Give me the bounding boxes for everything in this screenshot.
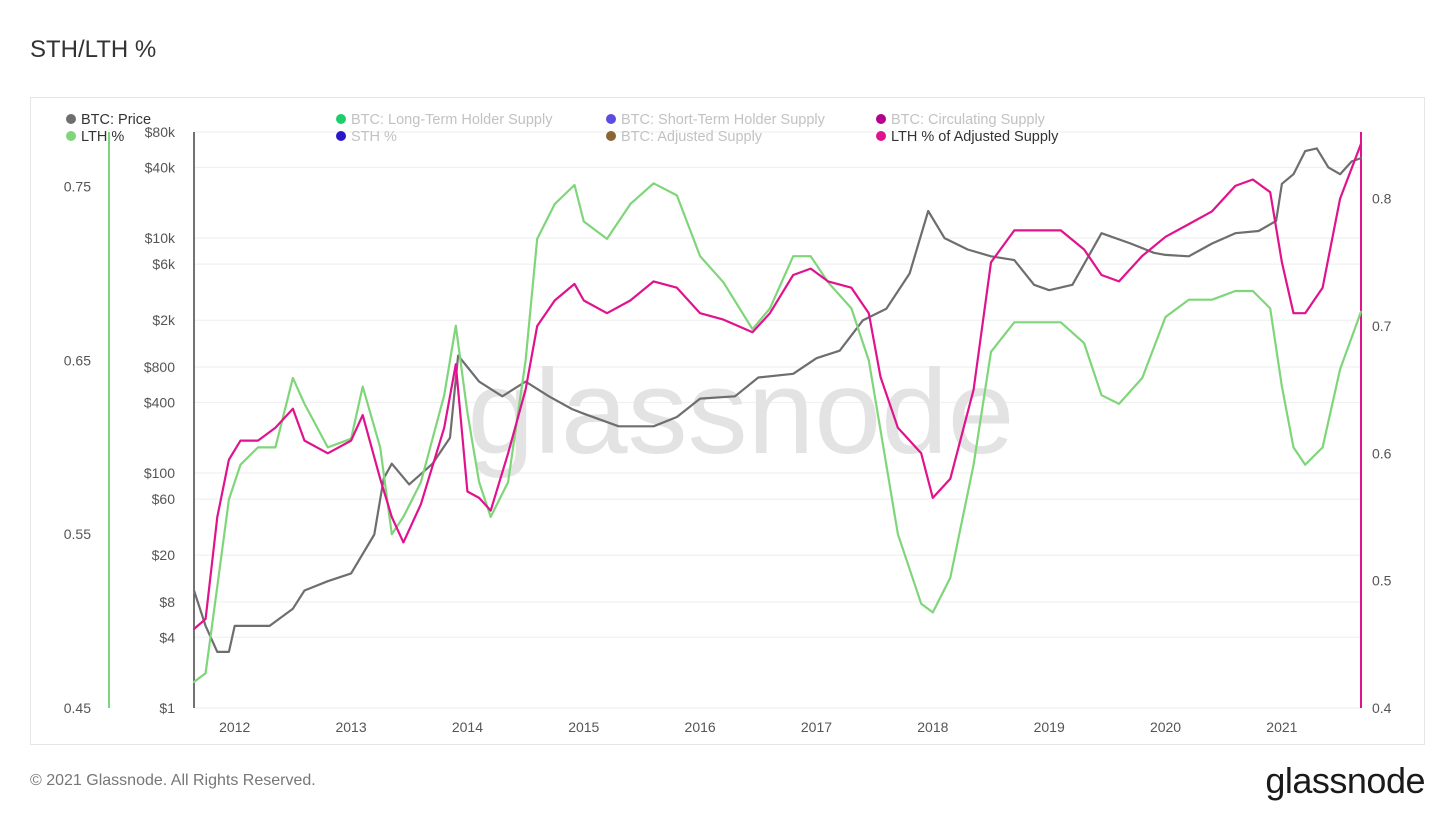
price-tick-label: $100 (144, 465, 175, 481)
x-tick-label: 2016 (685, 719, 716, 735)
price-tick-label: $6k (152, 256, 176, 272)
legend-label[interactable]: BTC: Adjusted Supply (621, 129, 763, 145)
price-tick-label: $1 (159, 700, 175, 716)
price-tick-label: $80k (145, 124, 176, 140)
legend-swatch (336, 131, 346, 141)
adj-tick-label: 0.5 (1372, 573, 1392, 589)
legend-label[interactable]: BTC: Price (81, 112, 151, 128)
x-tick-label: 2020 (1150, 719, 1181, 735)
legend: BTC: Price BTC: Long-Term Holder Supply BT… (66, 112, 1059, 145)
adj-tick-label: 0.8 (1372, 191, 1392, 207)
lth-tick-label: 0.75 (64, 179, 91, 195)
legend-label[interactable]: LTH % (81, 129, 124, 145)
x-tick-label: 2015 (568, 719, 599, 735)
legend-swatch (66, 131, 76, 141)
glassnode-logo: glassnode (1265, 760, 1425, 801)
legend-swatch (876, 131, 886, 141)
adj-tick-label: 0.6 (1372, 445, 1392, 461)
price-tick-label: $400 (144, 394, 175, 410)
series-line-adj (192, 142, 1363, 631)
series-line-lth (192, 182, 1363, 684)
chart-frame: glassnode $1 $4 $8 $20 $60 $100 $400 $800 $2k $6k… (30, 97, 1425, 745)
legend-swatch (336, 114, 346, 124)
legend-swatch (606, 114, 616, 124)
legend-swatch (606, 131, 616, 141)
price-tick-label: $8 (159, 594, 175, 610)
legend-swatch (66, 114, 76, 124)
watermark: glassnode (467, 345, 1014, 479)
series-lines (192, 142, 1363, 684)
legend-label[interactable]: BTC: Short-Term Holder Supply (621, 112, 826, 128)
x-tick-label: 2018 (917, 719, 948, 735)
series-line-price (192, 147, 1363, 654)
legend-label[interactable]: BTC: Long-Term Holder Supply (351, 112, 553, 128)
copyright: © 2021 Glassnode. All Rights Reserved. (30, 772, 316, 789)
price-tick-label: $60 (152, 491, 176, 507)
adj-tick-label: 0.4 (1372, 700, 1392, 716)
adj-tick-label: 0.7 (1372, 318, 1392, 334)
lth-tick-label: 0.55 (64, 526, 91, 542)
lth-tick-label: 0.45 (64, 700, 91, 716)
price-tick-label: $10k (145, 230, 176, 246)
x-tick-label: 2017 (801, 719, 832, 735)
price-tick-label: $800 (144, 359, 175, 375)
x-tick-label: 2014 (452, 719, 483, 735)
x-tick-label: 2019 (1034, 719, 1065, 735)
price-tick-label: $2k (152, 312, 176, 328)
page-title: STH/LTH % (30, 36, 157, 63)
axes: $1 $4 $8 $20 $60 $100 $400 $800 $2k $6k $10k $40k $8… (64, 124, 1392, 735)
legend-label[interactable]: BTC: Circulating Supply (891, 112, 1046, 128)
price-tick-label: $20 (152, 547, 176, 563)
legend-label[interactable]: LTH % of Adjusted Supply (891, 129, 1059, 145)
x-tick-label: 2021 (1266, 719, 1297, 735)
grid-lines (194, 131, 1361, 709)
price-tick-label: $40k (145, 159, 176, 175)
price-tick-label: $4 (159, 629, 175, 645)
legend-swatch (876, 114, 886, 124)
legend-label[interactable]: STH % (351, 129, 397, 145)
chart-canvas: glassnode $1 $4 $8 $20 $60 $100 $400 $800 $2k $6k… (64, 112, 1392, 735)
x-tick-label: 2013 (335, 719, 366, 735)
lth-tick-label: 0.65 (64, 352, 91, 368)
x-tick-label: 2012 (219, 719, 250, 735)
